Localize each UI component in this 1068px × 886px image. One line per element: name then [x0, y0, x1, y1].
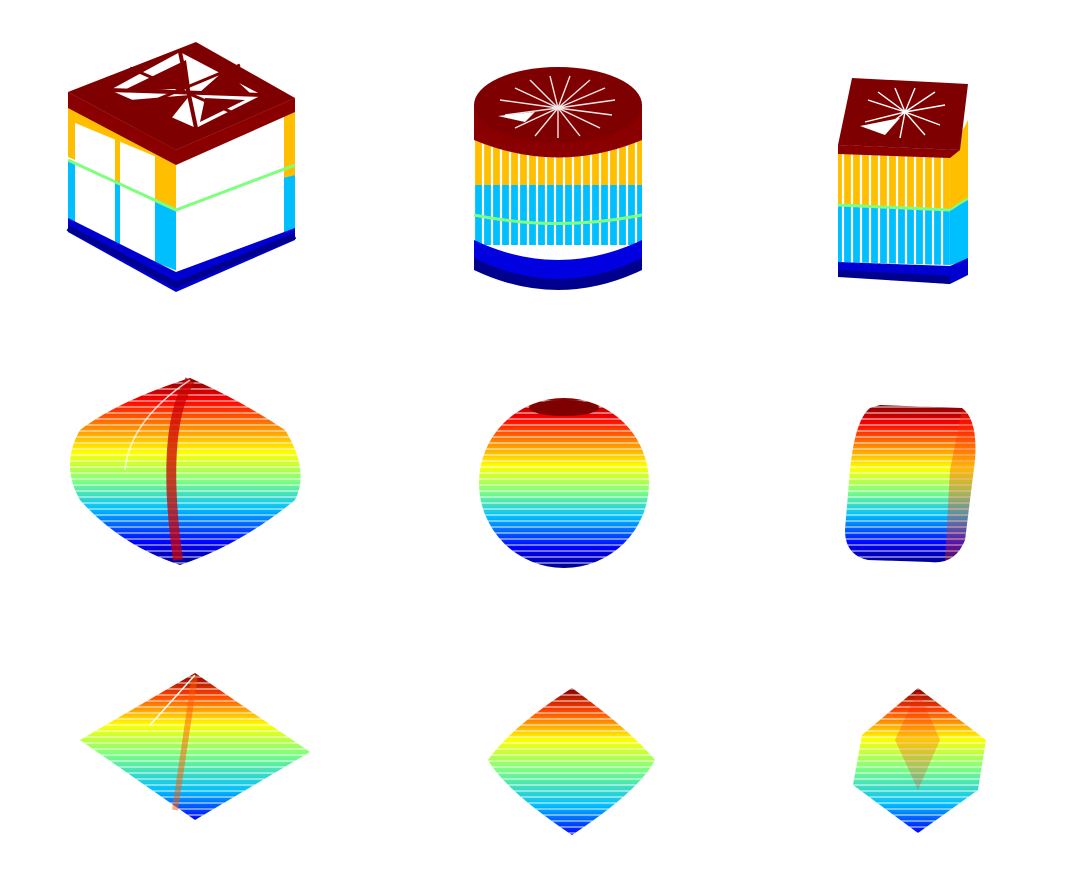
cylinder-shape [473, 67, 643, 290]
pillow-shape [70, 377, 301, 565]
rounded-box-shape [845, 405, 976, 563]
flat-pyramid-shape [80, 673, 310, 820]
round-bicone-shape [488, 688, 655, 835]
sphere-shape [479, 398, 649, 568]
square-prism-shape [837, 78, 969, 284]
octahedron-shape [853, 688, 986, 833]
rounded-cube-shape [66, 42, 297, 292]
